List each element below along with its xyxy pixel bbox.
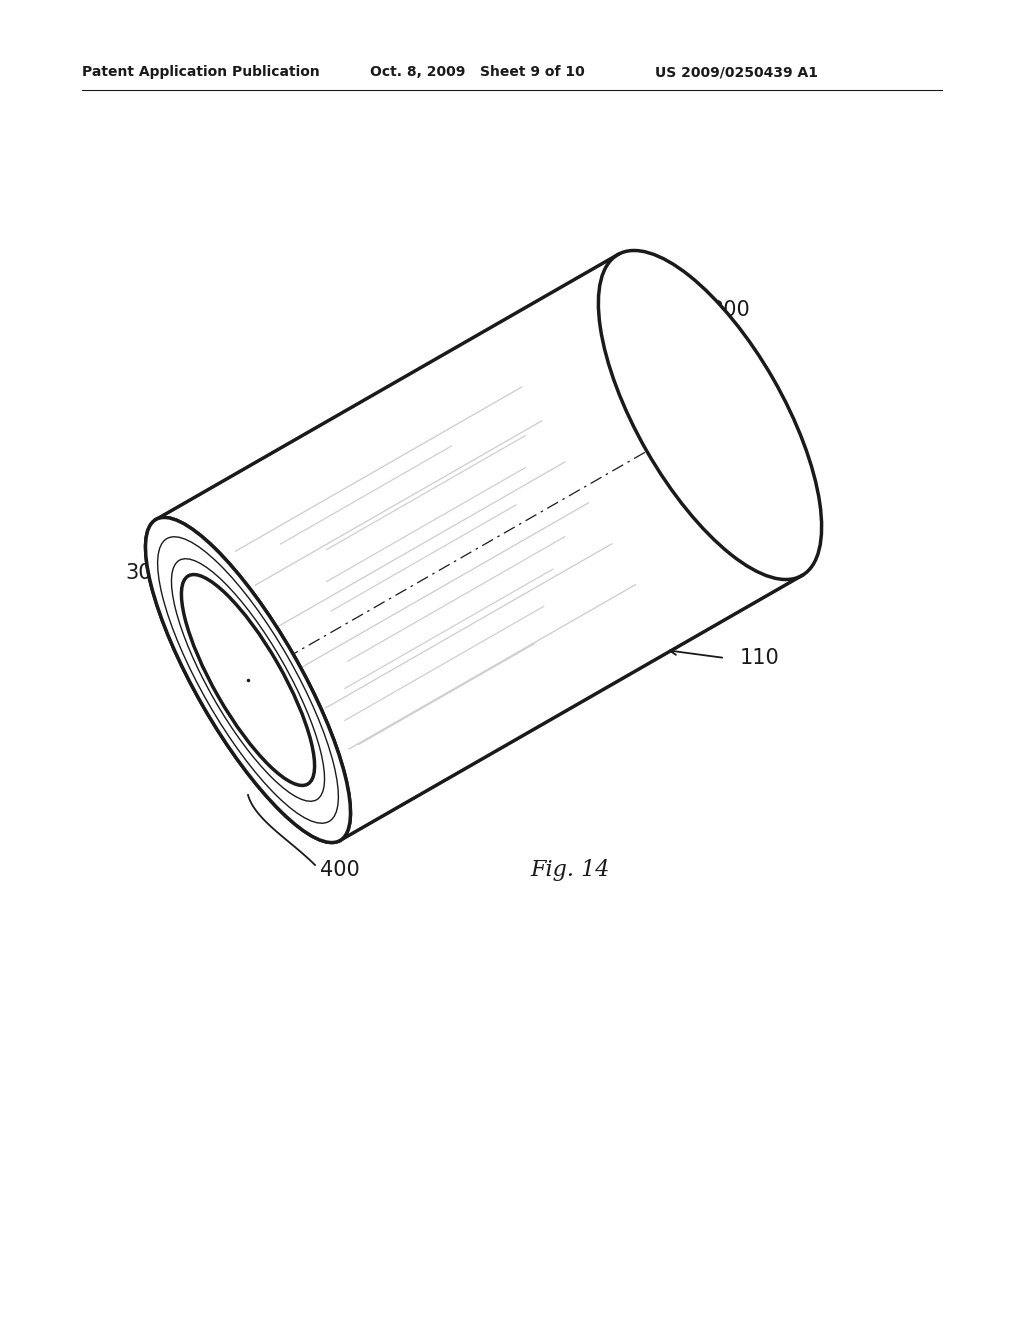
Polygon shape: [156, 255, 802, 841]
Text: Oct. 8, 2009   Sheet 9 of 10: Oct. 8, 2009 Sheet 9 of 10: [370, 65, 585, 79]
Text: US 2009/0250439 A1: US 2009/0250439 A1: [655, 65, 818, 79]
Text: Patent Application Publication: Patent Application Publication: [82, 65, 319, 79]
Ellipse shape: [181, 574, 314, 785]
Text: Fig. 14: Fig. 14: [530, 859, 609, 880]
Ellipse shape: [145, 517, 350, 842]
Ellipse shape: [171, 558, 325, 801]
Text: 400: 400: [319, 861, 359, 880]
Text: 110: 110: [740, 648, 779, 668]
Text: 200: 200: [710, 300, 750, 319]
Ellipse shape: [145, 517, 350, 842]
Text: 300: 300: [125, 564, 165, 583]
Ellipse shape: [598, 251, 821, 579]
